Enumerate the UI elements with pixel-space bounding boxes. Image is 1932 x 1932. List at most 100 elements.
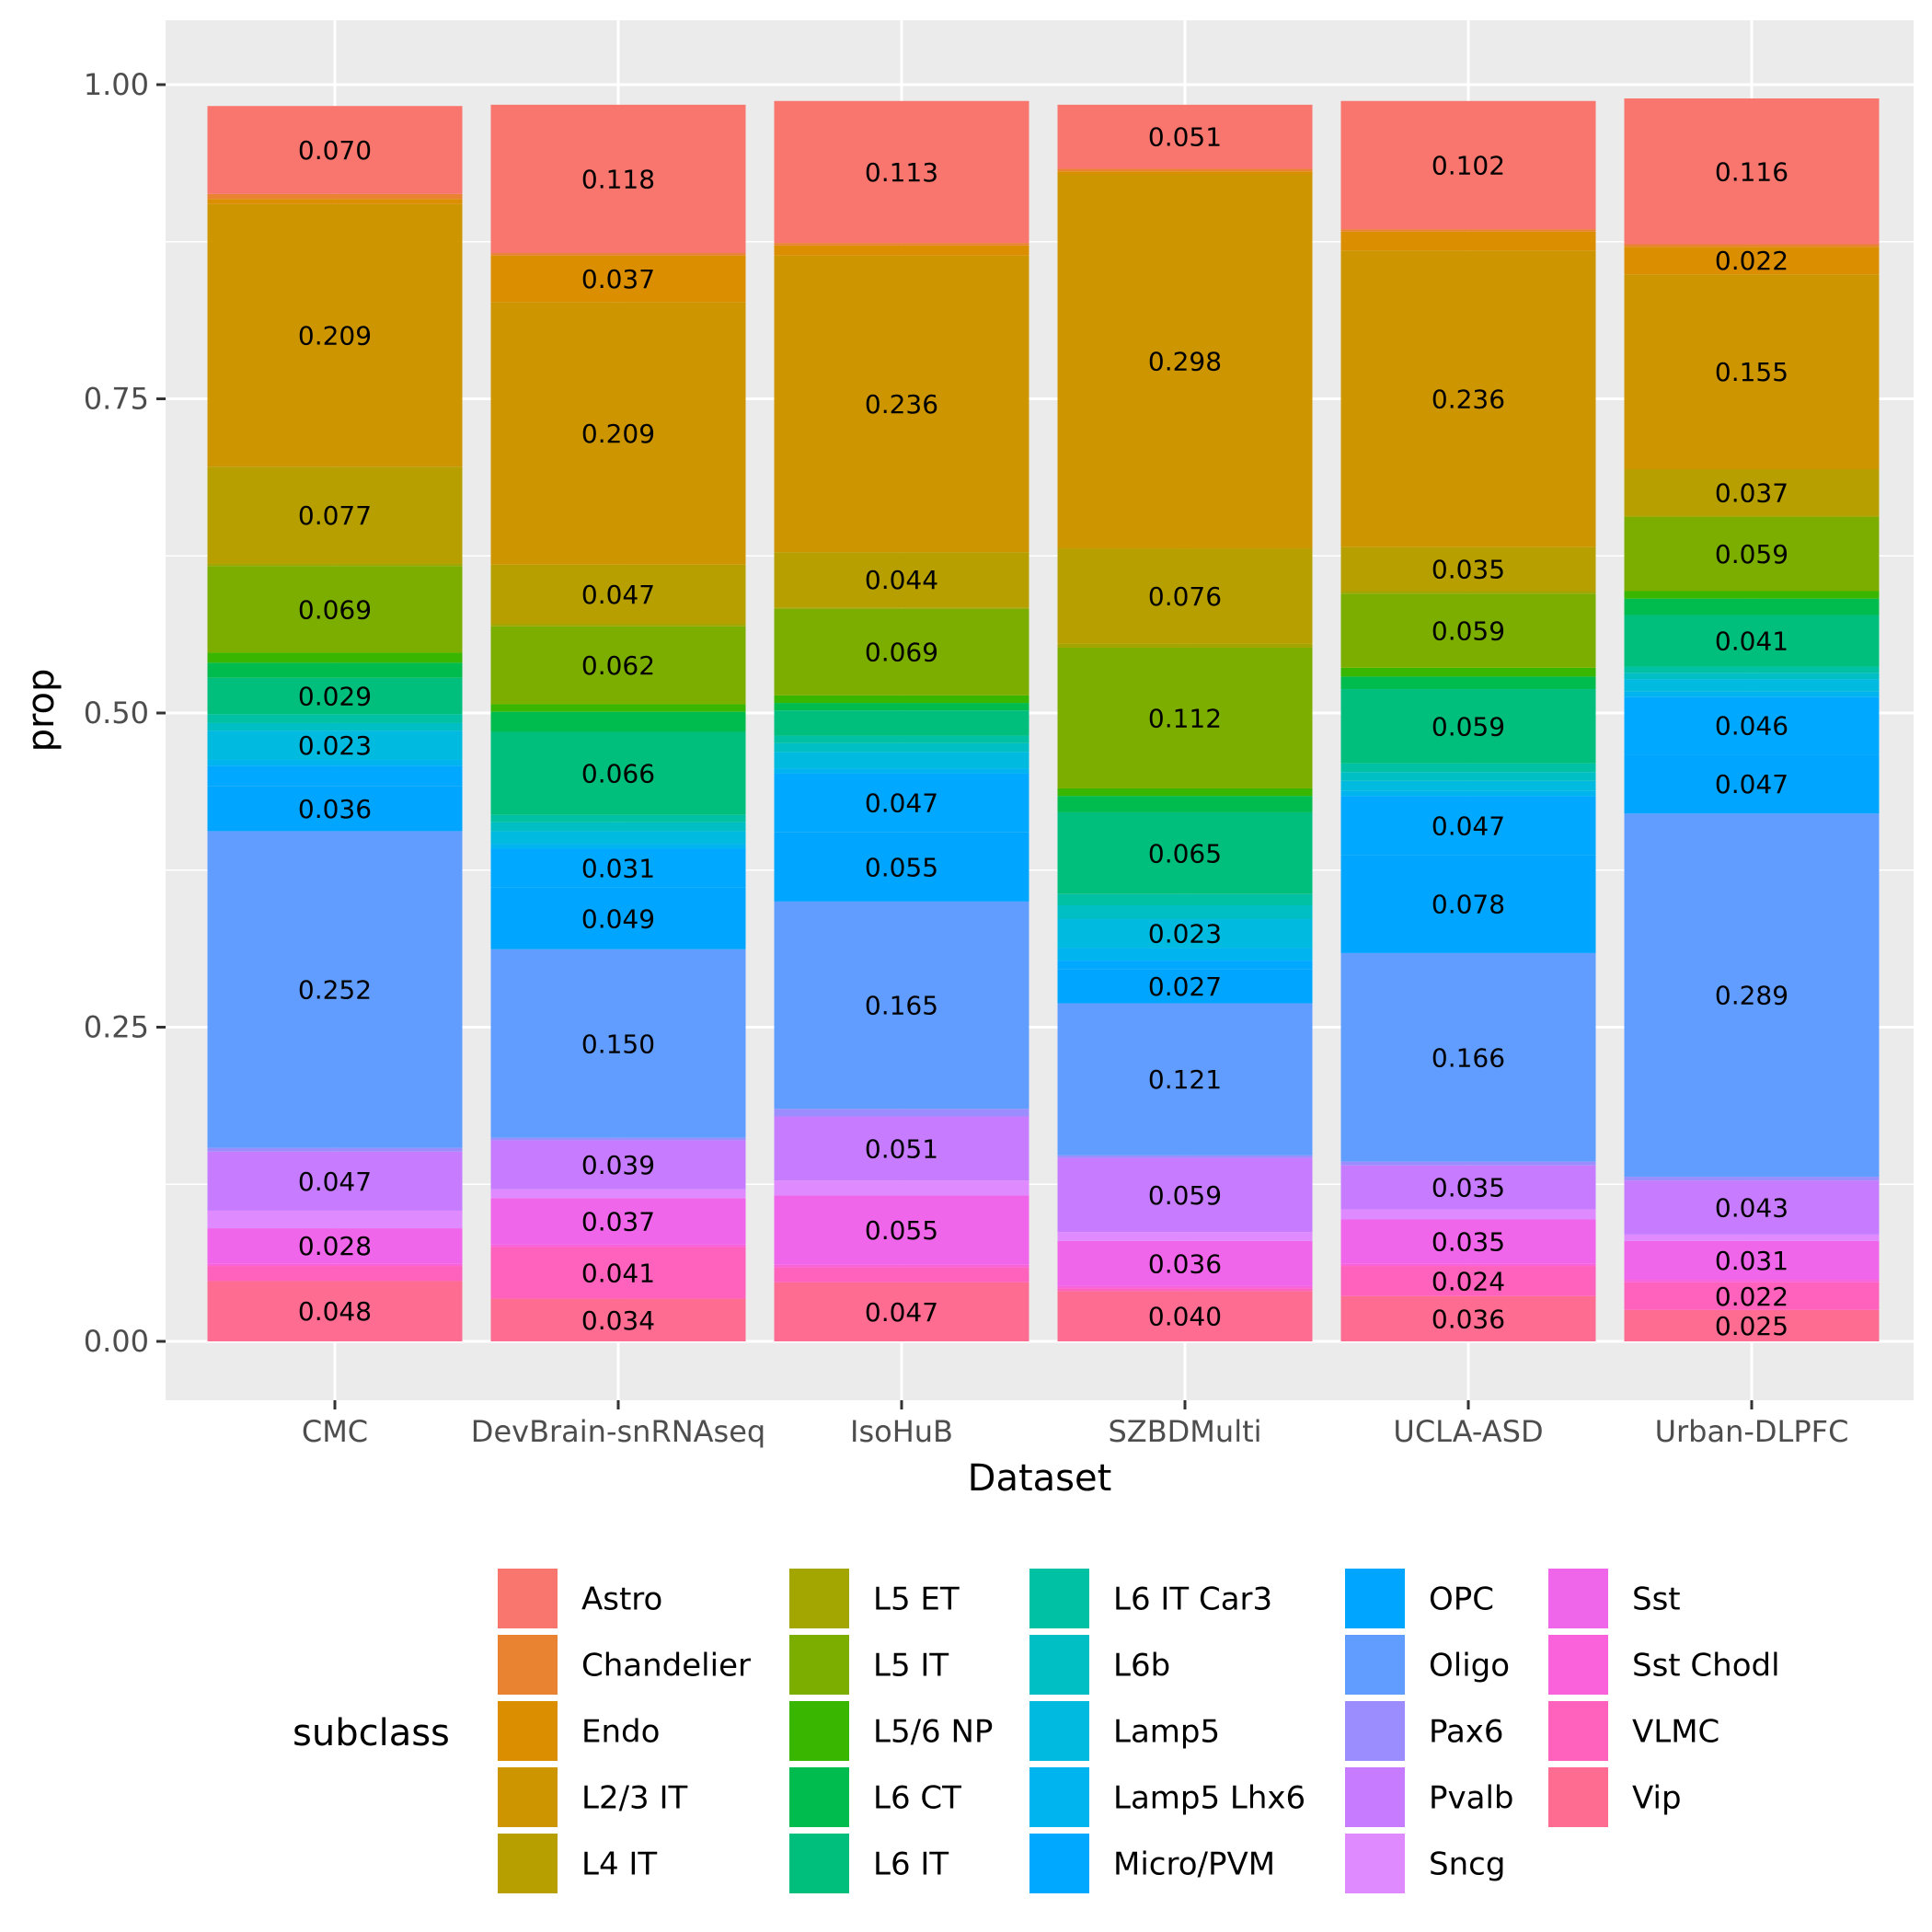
bar-segment xyxy=(774,607,1029,609)
bar-segment xyxy=(490,624,746,627)
data-label: 0.289 xyxy=(1715,981,1788,1011)
bar-segment xyxy=(490,731,746,815)
bar-segment xyxy=(774,100,1029,244)
data-label: 0.048 xyxy=(298,1296,372,1327)
x-axis-title: Dataset xyxy=(968,1457,1112,1500)
bar-segment xyxy=(1624,666,1880,673)
data-label: 0.112 xyxy=(1148,703,1222,733)
legend-key xyxy=(1547,1699,1610,1763)
bar-segment xyxy=(1340,1165,1596,1210)
data-label: 0.298 xyxy=(1148,347,1222,377)
bar-segment xyxy=(1624,515,1880,517)
legend-label: L6 IT xyxy=(873,1846,949,1883)
legend-key xyxy=(1028,1633,1091,1696)
bar-segment xyxy=(207,1281,463,1341)
legend-key xyxy=(788,1765,851,1829)
bar-segment xyxy=(1624,591,1880,599)
data-label: 0.047 xyxy=(298,1167,372,1197)
legend-label: L6 CT xyxy=(873,1780,961,1817)
bar-segment xyxy=(774,608,1029,696)
bar-segment xyxy=(774,243,1029,246)
legend: subclass Astro Chandelier Endo L2/3 IT L4 IT… xyxy=(293,1567,1780,1895)
bar-segment xyxy=(774,710,1029,736)
x-tick-label: SZBDMulti xyxy=(1108,1414,1261,1449)
bar-segment xyxy=(1057,969,1313,1004)
bar-segment xyxy=(774,1267,1029,1282)
data-label: 0.059 xyxy=(1148,1180,1222,1211)
legend-key xyxy=(1343,1567,1407,1630)
data-label: 0.029 xyxy=(298,682,372,712)
bar-segment xyxy=(1340,790,1596,797)
bar-segment xyxy=(1057,643,1313,648)
x-tick-label: Urban-DLPFC xyxy=(1655,1414,1849,1449)
bar-segment xyxy=(490,1189,746,1199)
data-label: 0.035 xyxy=(1432,1173,1505,1203)
bar-segment xyxy=(1340,1161,1596,1166)
legend-label: Pax6 xyxy=(1429,1714,1504,1751)
bar-segment xyxy=(1624,1234,1880,1241)
legend-label: L6 IT Car3 xyxy=(1113,1581,1272,1618)
data-label: 0.049 xyxy=(581,903,655,934)
data-label: 0.041 xyxy=(1715,626,1788,656)
bar-segment xyxy=(490,253,746,256)
bar-segment xyxy=(774,695,1029,704)
bar-segment xyxy=(1057,1003,1313,1156)
bar-segment xyxy=(490,564,746,625)
bar-segment xyxy=(1057,104,1313,169)
bar-segment xyxy=(207,1147,463,1152)
bar-segment xyxy=(490,1298,746,1341)
bar-segment xyxy=(1057,1155,1313,1158)
bar-segment xyxy=(774,1282,1029,1341)
legend-key xyxy=(496,1832,559,1895)
legend-key xyxy=(496,1567,559,1630)
legend-key xyxy=(496,1699,559,1763)
bar-segment xyxy=(207,677,463,715)
bar-segment xyxy=(207,193,463,200)
legend-label: L4 IT xyxy=(581,1846,657,1883)
data-label: 0.025 xyxy=(1715,1311,1788,1341)
bar-segment xyxy=(490,104,746,254)
legend-title: subclass xyxy=(293,1712,450,1754)
data-label: 0.076 xyxy=(1148,581,1222,612)
data-label: 0.078 xyxy=(1432,890,1505,920)
bar-segment xyxy=(207,106,463,194)
data-label: 0.102 xyxy=(1432,150,1505,180)
legend-key xyxy=(788,1633,851,1696)
bar-segment xyxy=(1057,168,1313,172)
bar-segment xyxy=(207,1151,463,1211)
bar-segment xyxy=(1624,1282,1880,1310)
legend-label: Lamp5 xyxy=(1113,1714,1220,1751)
legend-key xyxy=(788,1699,851,1763)
data-label: 0.037 xyxy=(1715,477,1788,508)
bar-segment xyxy=(1057,647,1313,788)
bar-segment xyxy=(207,199,463,204)
bar-segment xyxy=(207,566,463,653)
data-label: 0.252 xyxy=(298,975,372,1006)
legend-label: Astro xyxy=(581,1581,662,1618)
bar-segment xyxy=(1340,772,1596,781)
legend-key xyxy=(1028,1765,1091,1829)
data-label: 0.043 xyxy=(1715,1193,1788,1224)
data-label: 0.031 xyxy=(1715,1246,1788,1276)
data-label: 0.047 xyxy=(865,1297,938,1328)
legend-label: L5 IT xyxy=(873,1648,949,1685)
bar-segment xyxy=(490,949,746,1138)
bar-segment xyxy=(774,1109,1029,1117)
bars xyxy=(207,98,1880,1341)
bar-segment xyxy=(774,752,1029,769)
bar-segment xyxy=(1340,780,1596,791)
x-tick-label: IsoHuB xyxy=(850,1414,953,1449)
bar-segment xyxy=(774,1264,1029,1268)
bar-segment xyxy=(207,662,463,678)
data-label: 0.077 xyxy=(298,500,372,531)
bar-segment xyxy=(1057,960,1313,970)
legend-key xyxy=(1028,1699,1091,1763)
data-label: 0.062 xyxy=(581,650,655,681)
bar-segment xyxy=(1057,788,1313,797)
bar-segment xyxy=(1340,1295,1596,1341)
data-label: 0.150 xyxy=(581,1029,655,1059)
data-label: 0.047 xyxy=(865,788,938,819)
bar-segment xyxy=(207,563,463,567)
bar-segment xyxy=(490,831,746,845)
bar-segment xyxy=(1340,593,1596,668)
